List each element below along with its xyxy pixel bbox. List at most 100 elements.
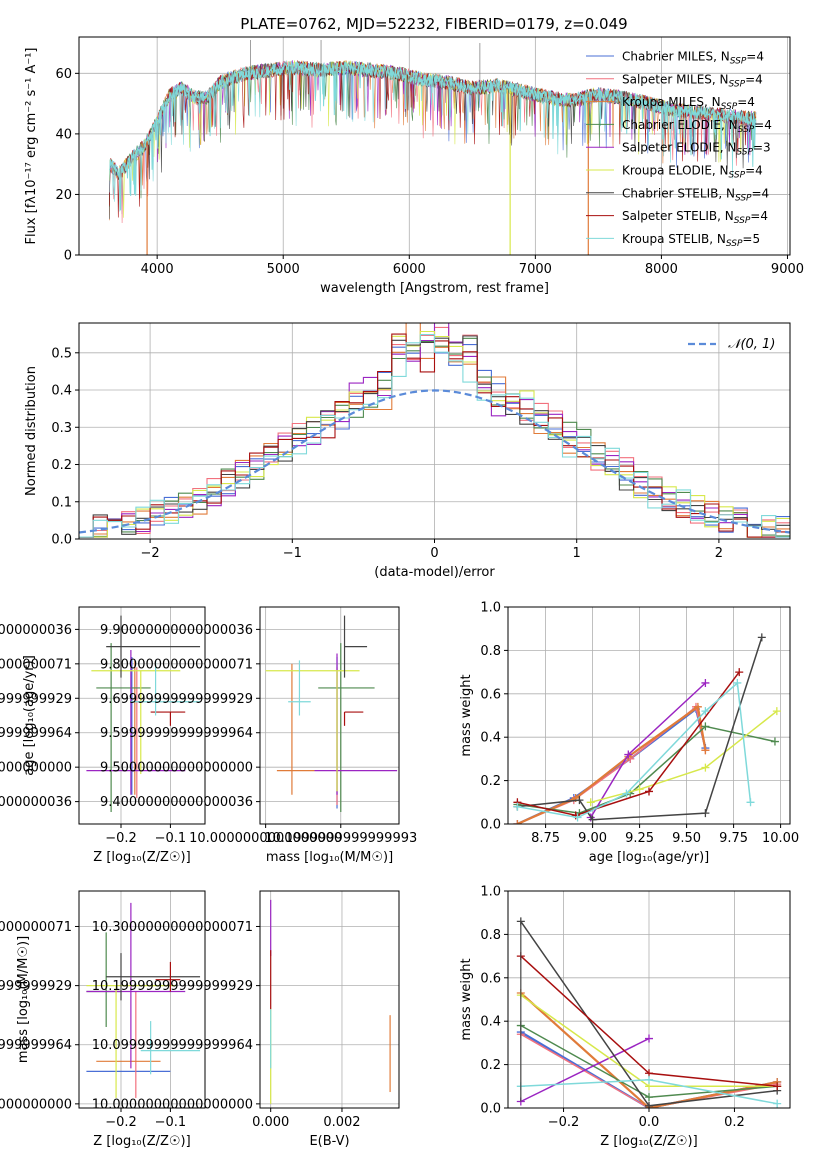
y-tick-label: 60	[55, 67, 72, 82]
y-tick-label: 9.50000000000000000	[100, 761, 253, 776]
weight-marker	[622, 789, 631, 798]
axes-frame	[78, 606, 206, 825]
y-tick-label: 9.90000000000000036	[0, 623, 72, 638]
mass-vs-ebv-plot-area	[270, 899, 391, 1104]
errorbar-point	[276, 663, 315, 795]
x-tick-label: −0.2	[105, 1115, 137, 1130]
legend-entry: Salpeter STELIB, NSSP=4	[622, 209, 768, 226]
residuals-panel: −2 −1 0 1 2 0.0 0.1 0.2 0.3 0.4 0.5 (data-model)/er…	[24, 322, 791, 580]
weight-series	[513, 633, 766, 824]
y-tick-label: 0.2	[480, 1058, 501, 1073]
weight-marker	[624, 750, 633, 759]
weight-marker	[645, 1034, 653, 1043]
weight-marker	[735, 668, 744, 677]
age-vs-Z-panel: −0.2 −0.1 9.40000000000000036 9.50000000000…	[0, 606, 206, 865]
y-tick-label: 9.40000000000000036	[100, 795, 253, 810]
x-axis-label: Z [log₁₀(Z/Z☉)]	[600, 1134, 697, 1149]
weight-line	[520, 1033, 778, 1108]
y-tick-label: 0.8	[480, 928, 501, 943]
y-tick-label: 9.59999999999999964	[100, 726, 253, 741]
errorbar-point	[106, 615, 201, 678]
legend-subscript: SSP	[738, 125, 755, 135]
x-tick-label: 0	[430, 546, 438, 561]
x-tick-label: 0.002	[323, 1115, 360, 1130]
legend-value: =4	[754, 118, 772, 132]
weight-marker	[701, 707, 710, 716]
weight-line	[520, 1037, 650, 1103]
weight-marker	[773, 1099, 782, 1108]
x-tick-label: −0.1	[155, 1115, 187, 1130]
y-tick-label: 0.5	[51, 346, 72, 361]
spectrum-plot-area	[108, 40, 757, 255]
y-tick-label: 9.90000000000000036	[100, 623, 253, 638]
weight-vs-Z-panel: −0.2 0.0 0.2 0.0 0.2 0.4 0.6 0.8 1.0 Z [log₁₀(Z/Z…	[459, 885, 791, 1149]
age-vs-mass-plot-area	[265, 615, 398, 812]
weight-marker	[693, 702, 702, 711]
weight-marker	[701, 763, 710, 772]
y-tick-label: 0.8	[480, 644, 501, 659]
weight-series	[516, 1034, 653, 1106]
weight-marker	[701, 722, 710, 731]
weight-marker	[645, 787, 653, 796]
y-tick-label: 10.00000000000000000	[0, 1097, 72, 1112]
weight-line	[517, 671, 740, 817]
y-axis-label: mass [log₁₀(M/M☉)]	[16, 936, 31, 1063]
y-tick-label: 0.4	[51, 384, 72, 399]
spectrum-line-top	[108, 60, 757, 211]
y-tick-label: 0	[64, 249, 72, 264]
weight-vs-age-panel: 8.75 9.00 9.25 9.50 9.75 10.00 0.0 0.2 0.4 0.6 0.8…	[459, 601, 799, 866]
x-tick-label: 8000	[645, 262, 678, 277]
x-tick-label: 1	[573, 546, 581, 561]
legend-entry: Kroupa STELIB, NSSP=5	[622, 232, 760, 249]
x-tick-label: 9.25	[625, 831, 654, 846]
legend-value: =4	[752, 186, 770, 200]
x-tick-label: 0.000	[252, 1115, 289, 1130]
legend-subscript: SSP	[736, 148, 753, 158]
y-tick-label: 0.3	[51, 421, 72, 436]
legend-subscript: SSP	[734, 216, 751, 226]
weight-marker	[701, 678, 710, 687]
axes-frame	[259, 890, 400, 1109]
y-axis-label: mass weight	[459, 958, 474, 1040]
weight-line	[517, 725, 776, 814]
x-tick-label: 6000	[393, 262, 426, 277]
weight-marker	[513, 820, 522, 824]
x-tick-label: 9000	[771, 262, 804, 277]
x-tick-label: 10.0000000000000000	[189, 831, 342, 846]
errorbar-point	[314, 653, 398, 795]
weight-marker	[770, 737, 779, 746]
legend-subscript: SSP	[721, 102, 738, 112]
y-tick-label: 1.0	[480, 601, 501, 616]
y-tick-label: 10.00000000000000000	[92, 1097, 253, 1112]
weight-marker	[733, 678, 742, 687]
weight-marker	[586, 798, 595, 807]
errorbar-point	[155, 961, 181, 992]
x-tick-label: 4000	[141, 262, 174, 277]
y-axis-label: Flux [fλ10⁻¹⁷ erg cm⁻² s⁻¹ A⁻¹]	[24, 48, 39, 245]
x-tick-label: 9.00	[578, 831, 607, 846]
legend-value: =4	[746, 50, 764, 64]
weight-line	[590, 710, 778, 804]
y-tick-label: 10.09999999999999964	[92, 1038, 253, 1053]
legend-entry: Kroupa ELODIE, NSSP=4	[622, 164, 763, 181]
x-tick-label: −1	[283, 546, 302, 561]
axes-frame	[259, 606, 400, 825]
y-tick-label: 10.19999999999999929	[0, 979, 72, 994]
y-tick-label: 0.0	[51, 533, 72, 548]
legend-value: =5	[742, 232, 760, 246]
x-tick-label: 0.2	[724, 1115, 745, 1130]
y-tick-label: 9.59999999999999964	[0, 726, 72, 741]
weight-marker	[635, 785, 644, 794]
mass-vs-Z-panel: −0.2 −0.1 10.00000000000000000 10.099999999…	[0, 890, 206, 1149]
legend-subscript: SSP	[729, 171, 746, 181]
y-tick-label: 0.0	[480, 818, 501, 833]
y-axis-label: Normed distribution	[24, 366, 39, 496]
y-tick-label: 1.0	[480, 885, 501, 900]
errorbar-point	[86, 985, 176, 1098]
y-tick-label: 9.69999999999999929	[100, 692, 253, 707]
spectrum-panel: 4000 5000 6000 7000 8000 9000 0 20 40 60 wavelengt…	[24, 36, 804, 296]
weight-marker	[757, 633, 766, 642]
x-axis-label: wavelength [Angstrom, rest frame]	[320, 281, 549, 296]
x-tick-label: 9.75	[719, 831, 748, 846]
